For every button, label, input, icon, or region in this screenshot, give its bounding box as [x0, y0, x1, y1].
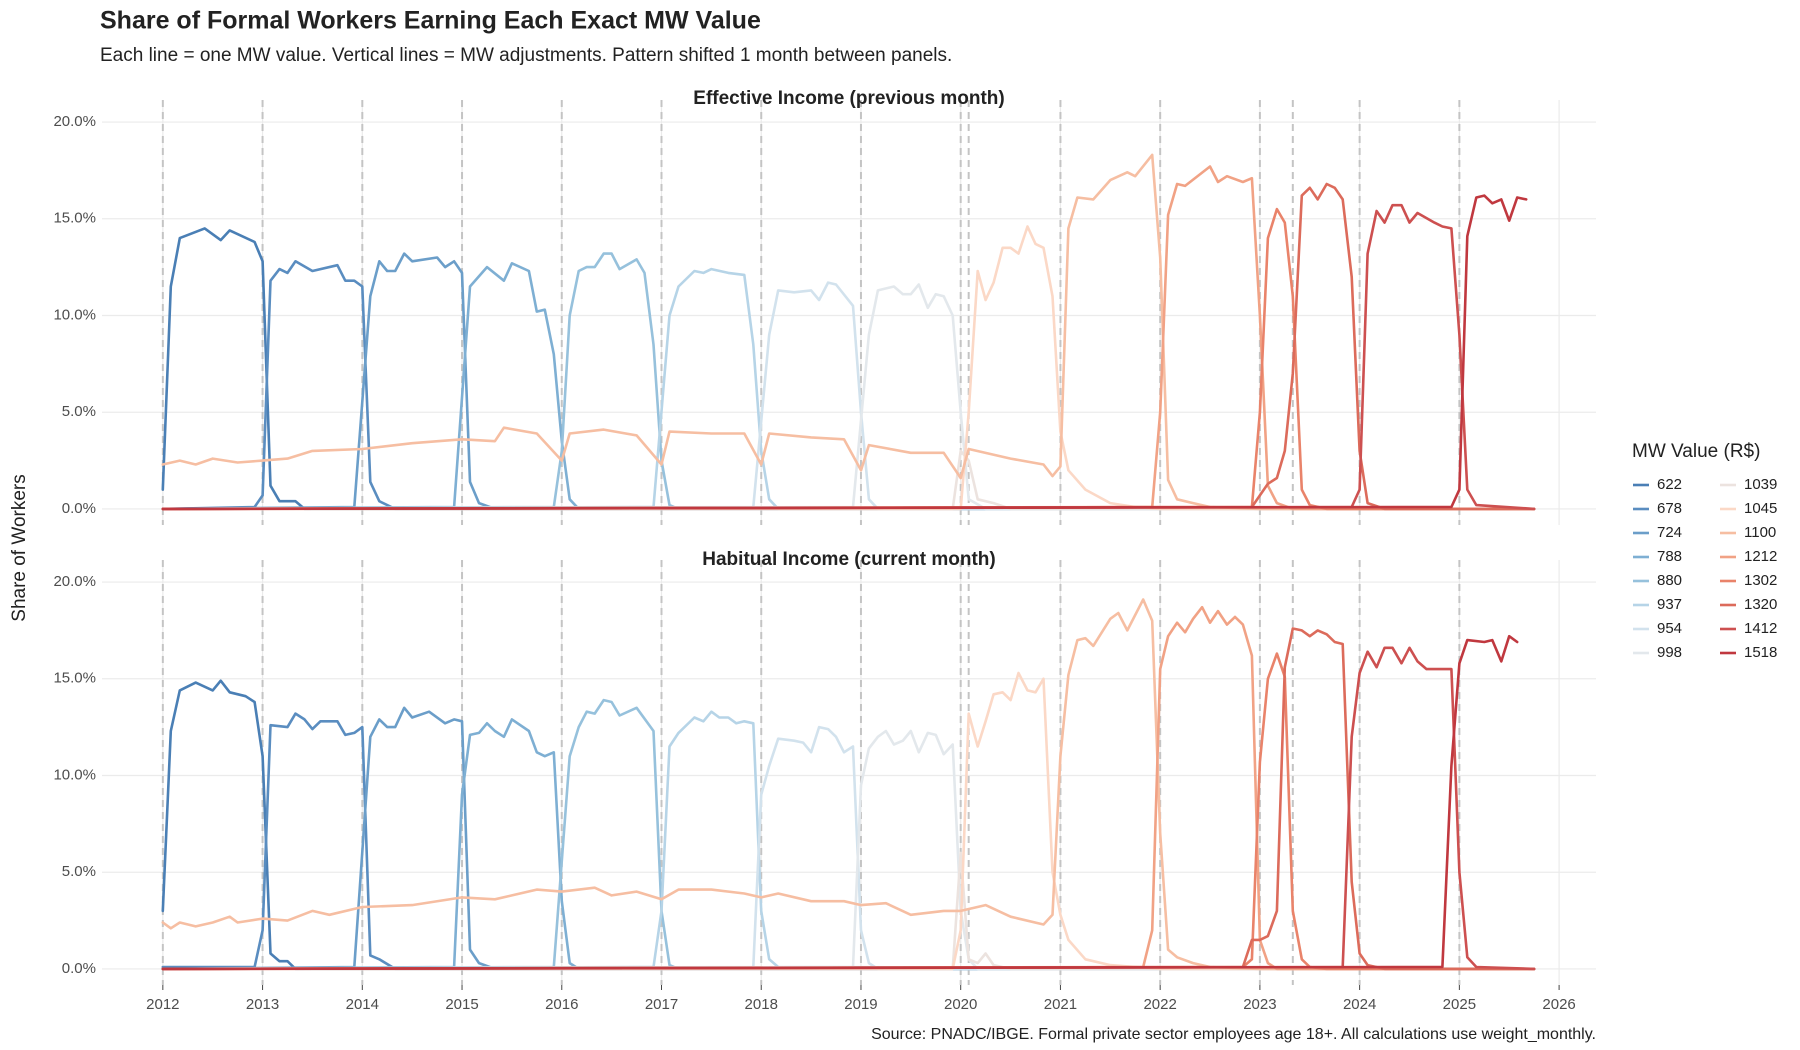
x-tick-label: 2024 — [1343, 996, 1376, 1013]
x-tick-label: 2016 — [545, 996, 578, 1013]
series-line — [161, 698, 1536, 971]
panel-title: Habitual Income (current month) — [702, 549, 995, 570]
series-line — [161, 679, 1536, 971]
x-tick-label: 2019 — [844, 996, 877, 1013]
series-line — [161, 225, 1536, 511]
y-tick-label: 20.0% — [53, 573, 96, 590]
x-tick-label: 2021 — [1044, 996, 1077, 1013]
legend-label: 1302 — [1744, 572, 1777, 589]
series-line — [161, 260, 1536, 511]
y-tick-label: 5.0% — [62, 863, 96, 880]
legend-label: 1045 — [1744, 500, 1777, 517]
x-tick-label: 2020 — [944, 996, 977, 1013]
legend-label: 1039 — [1744, 476, 1777, 493]
legend-label: 880 — [1657, 572, 1682, 589]
series-line — [161, 712, 1536, 971]
x-tick-label: 2025 — [1443, 996, 1476, 1013]
legend-label: 954 — [1657, 620, 1682, 637]
series-line — [161, 710, 1536, 971]
legend-label: 1320 — [1744, 596, 1777, 613]
series-line — [161, 227, 1536, 511]
legend-label: 788 — [1657, 548, 1682, 565]
chart-title: Share of Formal Workers Earning Each Exa… — [100, 7, 761, 35]
caption: Source: PNADC/IBGE. Formal private secto… — [871, 1026, 1596, 1043]
x-tick-label: 2023 — [1243, 996, 1276, 1013]
y-tick-label: 5.0% — [62, 403, 96, 420]
legend-label: 724 — [1657, 524, 1682, 541]
legend-label: 998 — [1657, 644, 1682, 661]
y-tick-label: 10.0% — [53, 766, 96, 783]
series-line — [161, 634, 1519, 971]
legend-label: 1212 — [1744, 548, 1777, 565]
series-line — [161, 281, 1536, 511]
y-tick-label: 0.0% — [62, 500, 96, 517]
x-tick-label: 2012 — [146, 996, 179, 1013]
series-line — [161, 194, 1528, 511]
legend-label: 937 — [1657, 596, 1682, 613]
series-line — [161, 718, 1536, 971]
legend-label: 1518 — [1744, 644, 1777, 661]
x-tick-label: 2015 — [445, 996, 478, 1013]
x-tick-label: 2017 — [645, 996, 678, 1013]
x-tick-label: 2018 — [745, 996, 778, 1013]
y-tick-label: 10.0% — [53, 306, 96, 323]
x-tick-label: 2014 — [346, 996, 379, 1013]
legend-title: MW Value (R$) — [1632, 441, 1760, 462]
series-line — [161, 725, 1536, 971]
y-axis-label: Share of Workers — [9, 474, 30, 621]
y-tick-label: 15.0% — [53, 210, 96, 227]
panel-title: Effective Income (previous month) — [693, 88, 1004, 109]
series-line — [161, 153, 1536, 511]
series-line — [161, 646, 1536, 971]
series-line — [161, 267, 1536, 511]
legend-label: 678 — [1657, 500, 1682, 517]
series-line — [161, 262, 1536, 511]
series-line — [161, 182, 1536, 511]
y-tick-label: 20.0% — [53, 113, 96, 130]
series-line — [161, 706, 1536, 971]
series-line — [161, 671, 1536, 971]
x-tick-label: 2026 — [1542, 996, 1575, 1013]
series-line — [161, 165, 1536, 511]
series-line — [161, 252, 1536, 511]
chart-subtitle: Each line = one MW value. Vertical lines… — [100, 45, 952, 66]
series-line — [161, 627, 1536, 971]
x-tick-label: 2013 — [246, 996, 279, 1013]
series-line — [161, 252, 1536, 511]
legend-label: 622 — [1657, 476, 1682, 493]
legend-label: 1412 — [1744, 620, 1777, 637]
y-tick-label: 15.0% — [53, 670, 96, 687]
series-line — [161, 598, 1536, 971]
legend-label: 1100 — [1744, 524, 1776, 541]
x-tick-label: 2022 — [1143, 996, 1176, 1013]
y-tick-label: 0.0% — [62, 960, 96, 977]
